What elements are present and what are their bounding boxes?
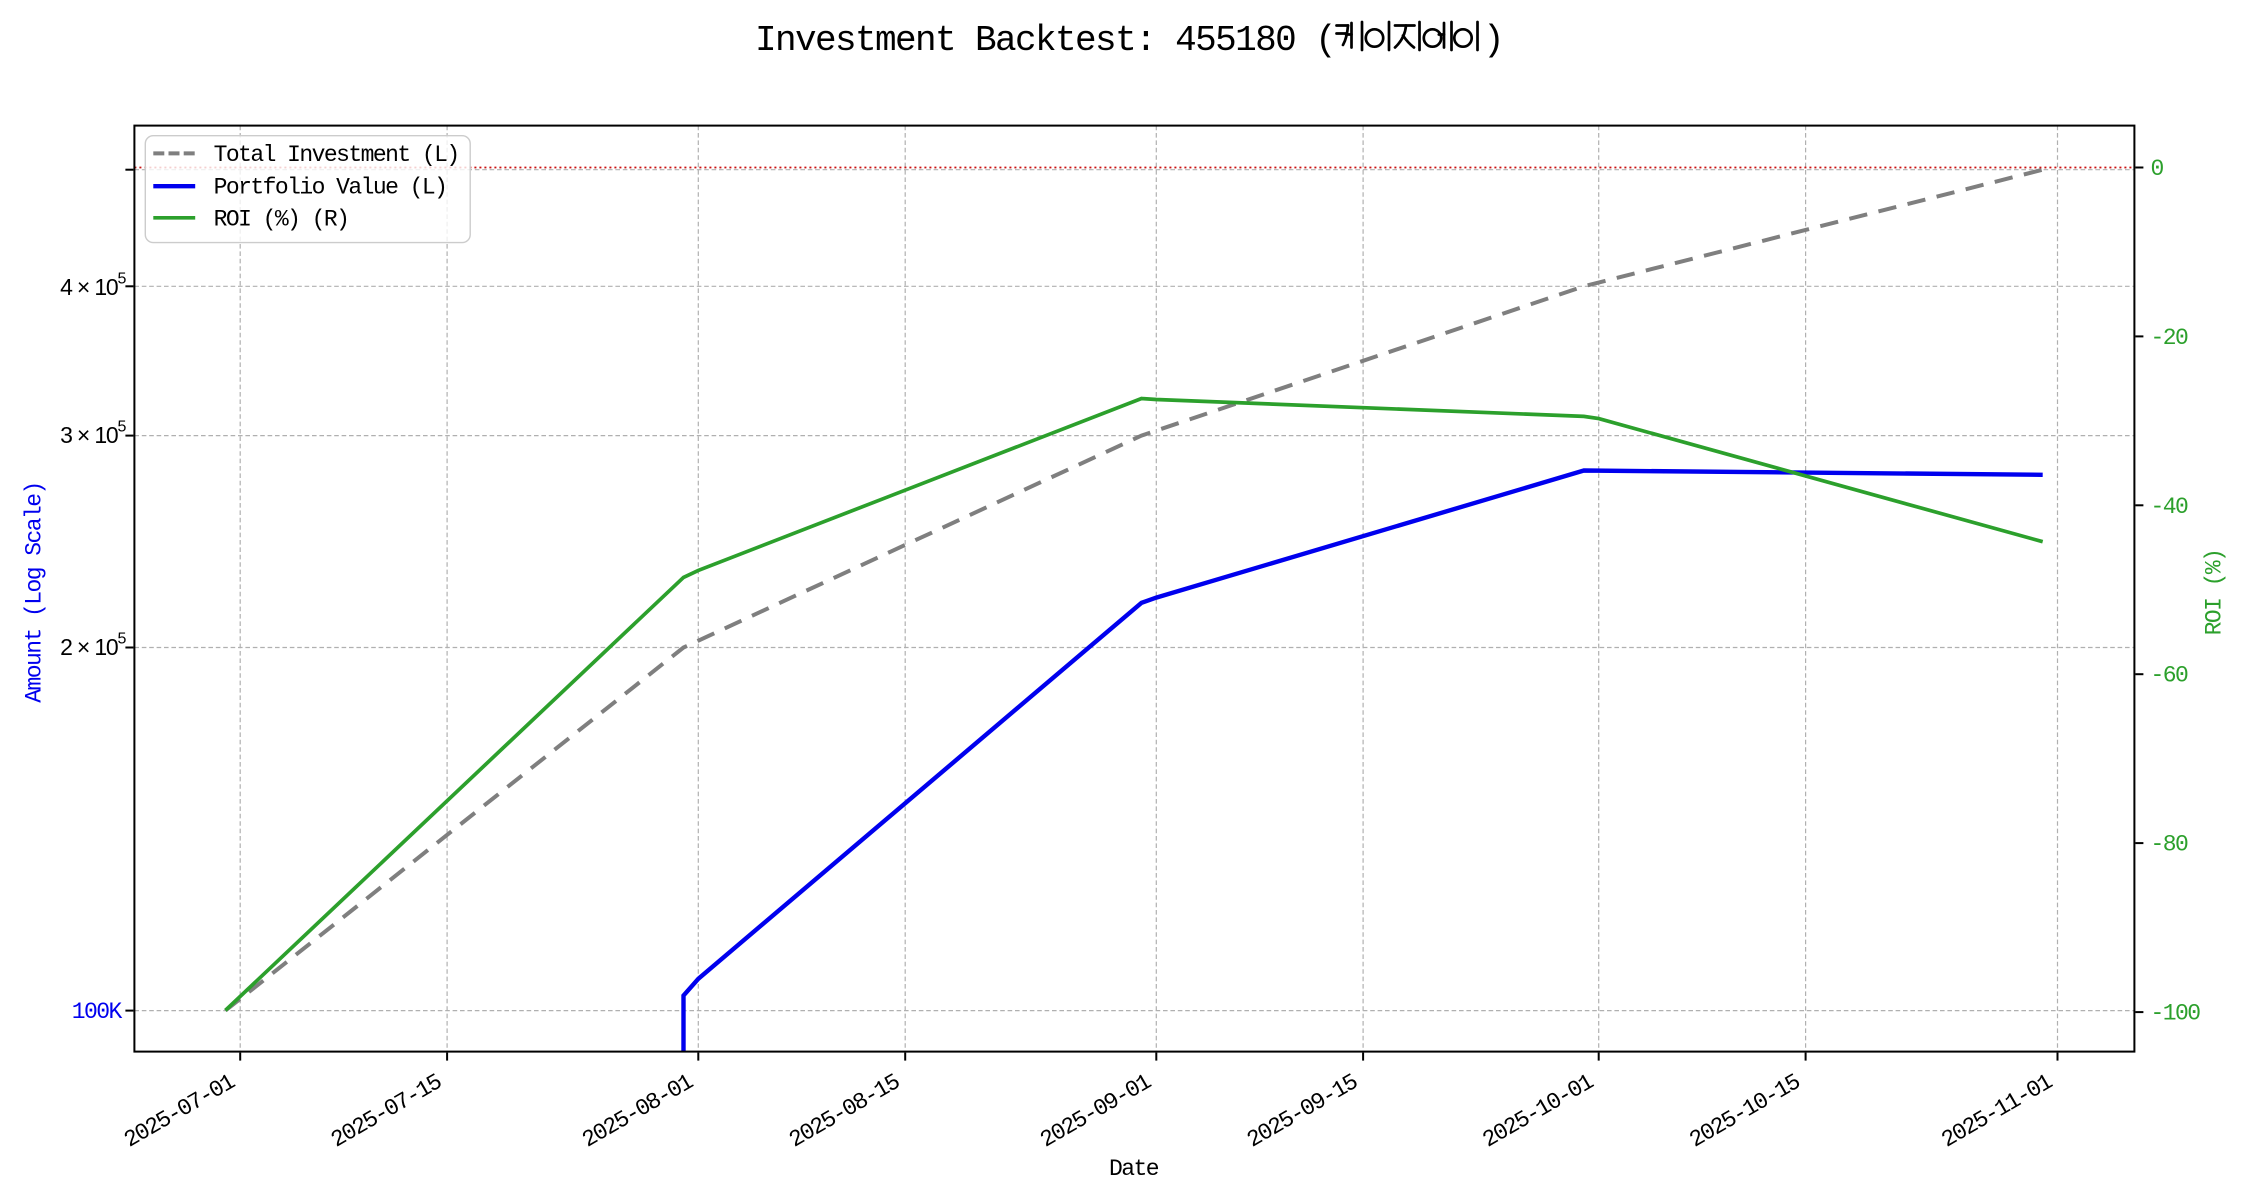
svg-text:-20: -20 bbox=[2151, 325, 2189, 351]
svg-text:2 × 10: 2 × 10 bbox=[60, 634, 118, 660]
svg-text:Date: Date bbox=[1109, 1156, 1159, 1182]
svg-text:5: 5 bbox=[118, 270, 127, 287]
svg-text:Total Investment (L): Total Investment (L) bbox=[214, 142, 459, 168]
svg-text:ROI (%): ROI (%) bbox=[2202, 550, 2228, 636]
svg-text:0: 0 bbox=[2151, 156, 2164, 182]
svg-text:-40: -40 bbox=[2151, 494, 2189, 520]
svg-text:5: 5 bbox=[118, 419, 127, 436]
svg-text:Investment Backtest: 455180 (: Investment Backtest: 455180 ( bbox=[755, 20, 1335, 61]
svg-text:ROI (%) (R): ROI (%) (R) bbox=[214, 206, 349, 232]
svg-text:-60: -60 bbox=[2151, 663, 2189, 689]
svg-text:100K: 100K bbox=[72, 999, 123, 1025]
svg-text:4 × 10: 4 × 10 bbox=[60, 274, 118, 300]
svg-text:-80: -80 bbox=[2151, 832, 2189, 858]
svg-text:Portfolio Value (L): Portfolio Value (L) bbox=[214, 175, 447, 201]
svg-text:5: 5 bbox=[118, 631, 127, 648]
svg-text:-100: -100 bbox=[2151, 1001, 2201, 1027]
svg-text:3 × 10: 3 × 10 bbox=[60, 422, 118, 448]
svg-text:): ) bbox=[1483, 20, 1503, 61]
svg-text:Amount (Log Scale): Amount (Log Scale) bbox=[22, 482, 48, 703]
